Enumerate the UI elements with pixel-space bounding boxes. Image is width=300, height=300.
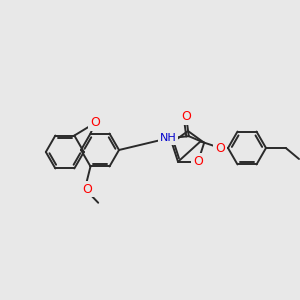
Text: NH: NH — [160, 133, 176, 143]
Text: O: O — [82, 183, 92, 196]
Text: O: O — [182, 110, 191, 123]
Text: O: O — [215, 142, 225, 154]
Text: O: O — [90, 116, 100, 130]
Text: O: O — [193, 155, 203, 168]
